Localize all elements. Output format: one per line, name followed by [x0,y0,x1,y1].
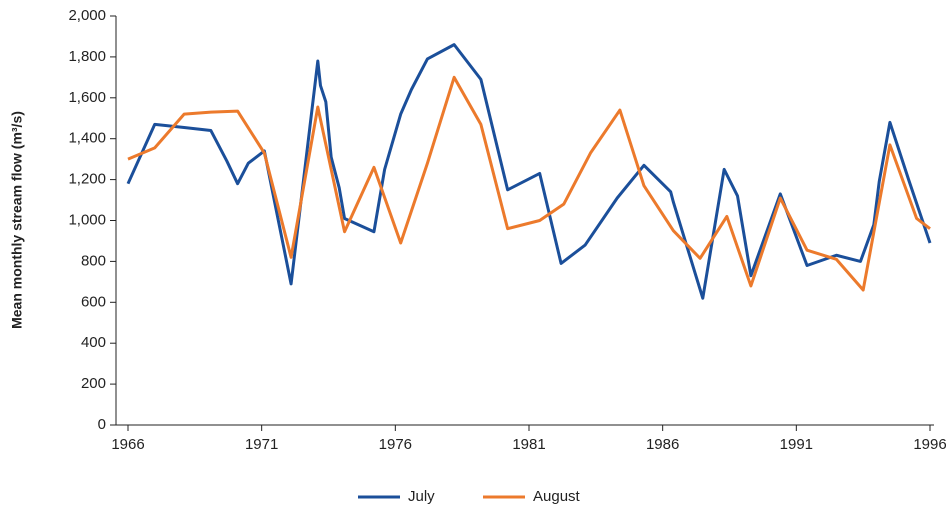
y-tick-label: 400 [81,334,106,351]
y-tick-label: 1,000 [68,211,106,228]
y-tick-label: 1,200 [68,171,106,188]
x-tick-label: 1966 [111,436,144,453]
x-tick-label: 1996 [913,436,946,453]
y-tick-label: 1,400 [68,130,106,147]
legend-label: July [408,488,435,505]
y-tick-label: 600 [81,293,106,310]
y-tick-label: 1,600 [68,89,106,106]
y-tick-label: 2,000 [68,7,106,24]
y-tick-label: 800 [81,252,106,269]
x-tick-label: 1981 [512,436,545,453]
x-tick-label: 1991 [780,436,813,453]
y-tick-label: 200 [81,375,106,392]
x-tick-label: 1986 [646,436,679,453]
legend-label: August [533,488,581,505]
x-tick-label: 1976 [379,436,412,453]
y-tick-label: 0 [98,416,106,433]
y-tick-label: 1,800 [68,48,106,65]
line-series [127,75,931,292]
line-series [126,43,932,300]
x-tick-label: 1971 [245,436,278,453]
y-axis-label: Mean monthly stream flow (m³/s) [9,111,25,329]
